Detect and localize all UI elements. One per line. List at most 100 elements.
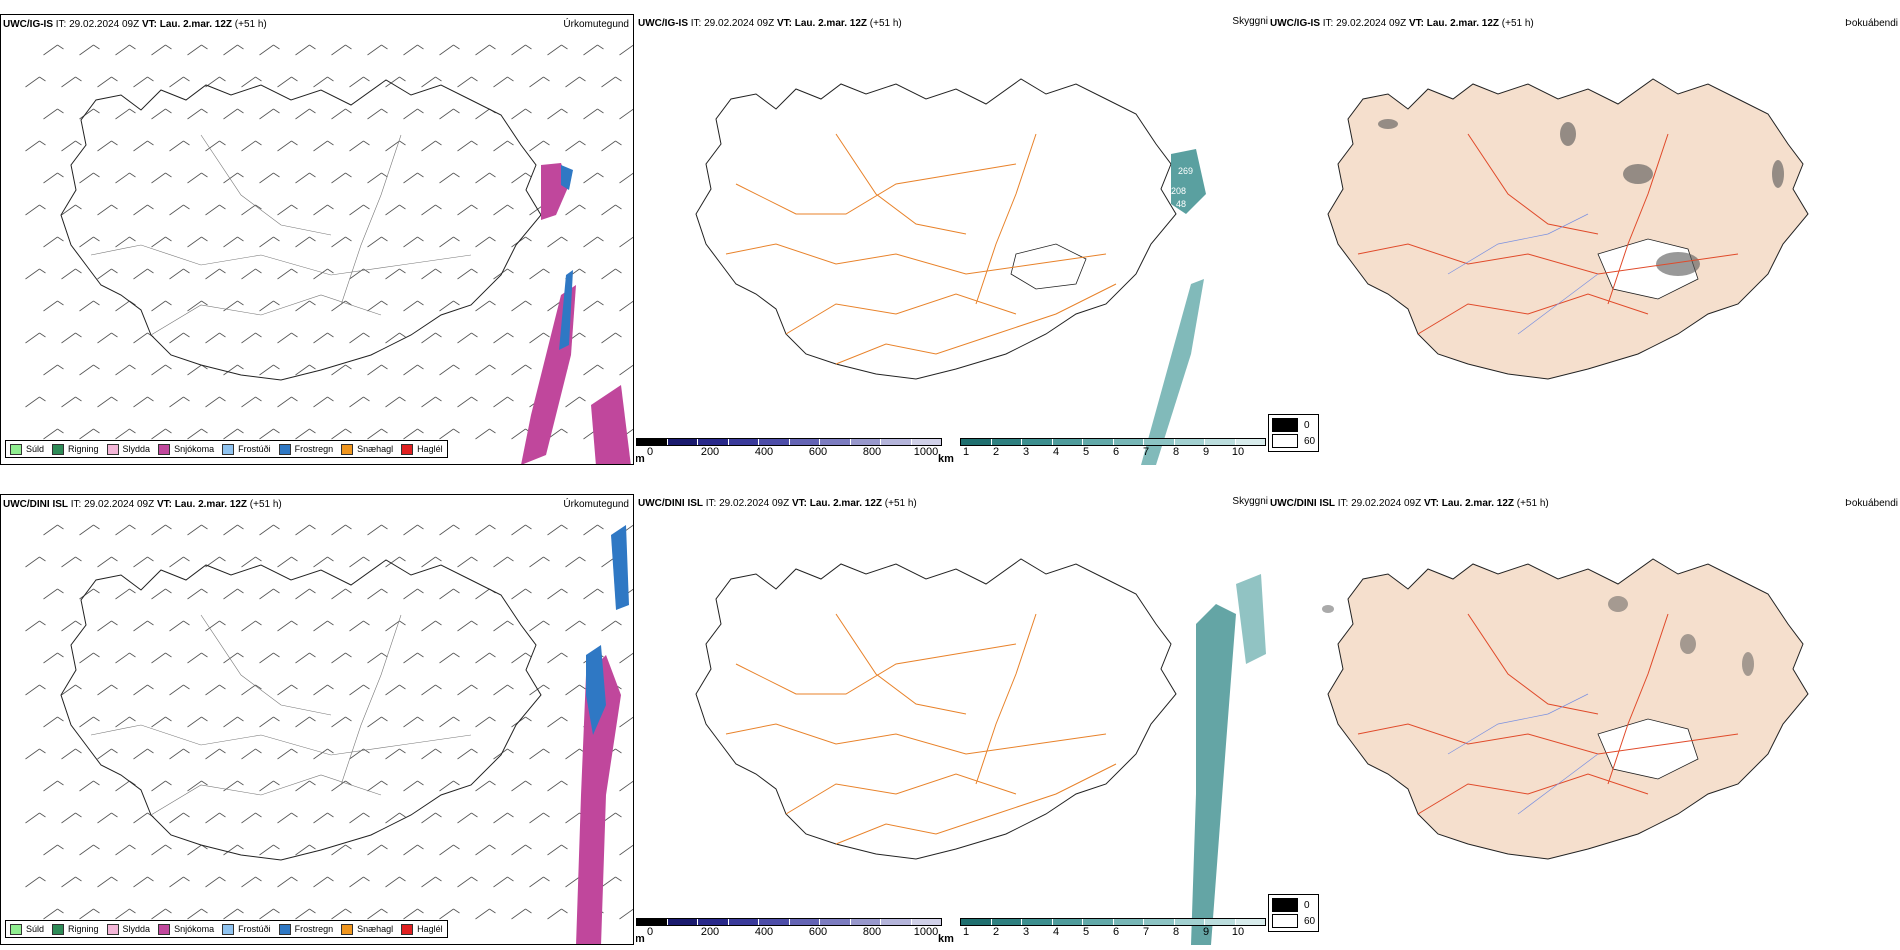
wind-barb <box>79 716 100 728</box>
wind-barb <box>259 780 280 792</box>
wind-barb <box>439 44 460 56</box>
wind-barb <box>241 620 262 632</box>
wind-barb <box>493 620 514 632</box>
fog-legend-item: 60 <box>1272 913 1315 929</box>
wind-barb <box>421 748 442 760</box>
legend-label: Haglél <box>417 444 443 454</box>
wind-barb <box>349 332 370 344</box>
wind-barb <box>313 268 334 280</box>
legend-item: Snæhagl <box>341 443 393 455</box>
wind-barb <box>259 844 280 856</box>
wind-barb <box>61 876 82 888</box>
wind-barb <box>169 332 190 344</box>
wind-barb <box>79 524 100 536</box>
fog-swatch <box>1272 434 1298 448</box>
wind-barb <box>529 140 550 152</box>
wind-barb <box>61 76 82 88</box>
legend-item: Snjókoma <box>158 923 215 935</box>
wind-barb <box>439 428 460 440</box>
cloud-base-colorbar-strip <box>636 438 942 446</box>
wind-barb <box>547 716 568 728</box>
wind-barb <box>421 620 442 632</box>
wind-barb <box>115 716 136 728</box>
tick-label: 4 <box>1052 926 1060 938</box>
tick-label: 4 <box>1052 446 1060 458</box>
wind-barb <box>205 332 226 344</box>
legend-swatch <box>222 923 235 935</box>
vt-label: VT: <box>1408 18 1424 29</box>
wind-barb <box>475 428 496 440</box>
wind-barb <box>241 204 262 216</box>
road-network <box>90 134 472 336</box>
legend-swatch <box>52 443 65 455</box>
wind-barb <box>385 268 406 280</box>
tick-label: 6 <box>1112 446 1120 458</box>
wind-barb <box>349 204 370 216</box>
wind-barb <box>187 364 208 376</box>
wind-barb <box>457 620 478 632</box>
wind-barb <box>583 108 604 120</box>
wind-barb <box>529 812 550 824</box>
wind-barb <box>511 524 532 536</box>
fog-shading <box>1322 596 1754 676</box>
wind-barb <box>43 524 64 536</box>
wind-barb <box>169 620 190 632</box>
wind-barb <box>349 396 370 408</box>
wind-barbs <box>25 524 633 920</box>
wind-barb <box>241 140 262 152</box>
wind-barb <box>403 652 424 664</box>
wind-barb <box>295 588 316 600</box>
legend-swatch <box>10 923 22 935</box>
wind-barb <box>457 204 478 216</box>
legend-swatch <box>52 923 65 935</box>
wind-barb <box>133 556 154 568</box>
legend-label: Frostúði <box>238 924 271 934</box>
tick-label: 1 <box>962 926 970 938</box>
wind-barb <box>349 812 370 824</box>
wind-barb <box>133 748 154 760</box>
wind-barb <box>385 396 406 408</box>
fog-legend: 0 60 <box>1268 894 1320 932</box>
wind-barb <box>619 716 633 728</box>
fog-legend-item: 0 <box>1272 417 1315 433</box>
wind-barb <box>583 300 604 312</box>
wind-barb <box>439 172 460 184</box>
wind-barb <box>205 204 226 216</box>
wind-barb <box>169 812 190 824</box>
fog-legend-label: 0 <box>1304 419 1310 431</box>
wind-barb <box>151 524 172 536</box>
visibility-colorbar-strip <box>960 438 1266 446</box>
wind-barb <box>565 204 586 216</box>
fog-legend-label: 60 <box>1304 435 1316 447</box>
tick-label: 10 <box>1231 926 1245 938</box>
legend-label: Snjókoma <box>174 924 215 934</box>
model-name: UWC/DINI ISL <box>1270 498 1335 509</box>
tick-label: 0 <box>646 926 654 938</box>
legend-label: Snæhagl <box>357 924 394 934</box>
wind-barb <box>241 332 262 344</box>
tick-label: 6 <box>1112 926 1120 938</box>
wind-barb <box>25 556 46 568</box>
wind-barb <box>349 876 370 888</box>
wind-barb <box>43 844 64 856</box>
wind-barb <box>223 908 244 920</box>
wind-barb <box>223 236 244 248</box>
wind-barb <box>385 812 406 824</box>
wind-barb <box>61 812 82 824</box>
wind-barb <box>349 140 370 152</box>
wind-barb <box>133 620 154 632</box>
tick-label: 5 <box>1082 926 1090 938</box>
legend-swatch <box>158 923 171 935</box>
wind-barb <box>187 716 208 728</box>
wind-barb <box>61 748 82 760</box>
panel-title: Úrkomutegund <box>563 19 629 30</box>
wind-barb <box>79 844 100 856</box>
wind-barb <box>421 76 442 88</box>
wind-barb <box>25 876 46 888</box>
wind-barb <box>241 812 262 824</box>
wind-barb <box>403 844 424 856</box>
wind-barb <box>115 588 136 600</box>
wind-barb <box>115 108 136 120</box>
wind-barb <box>25 812 46 824</box>
wind-barb <box>259 428 280 440</box>
